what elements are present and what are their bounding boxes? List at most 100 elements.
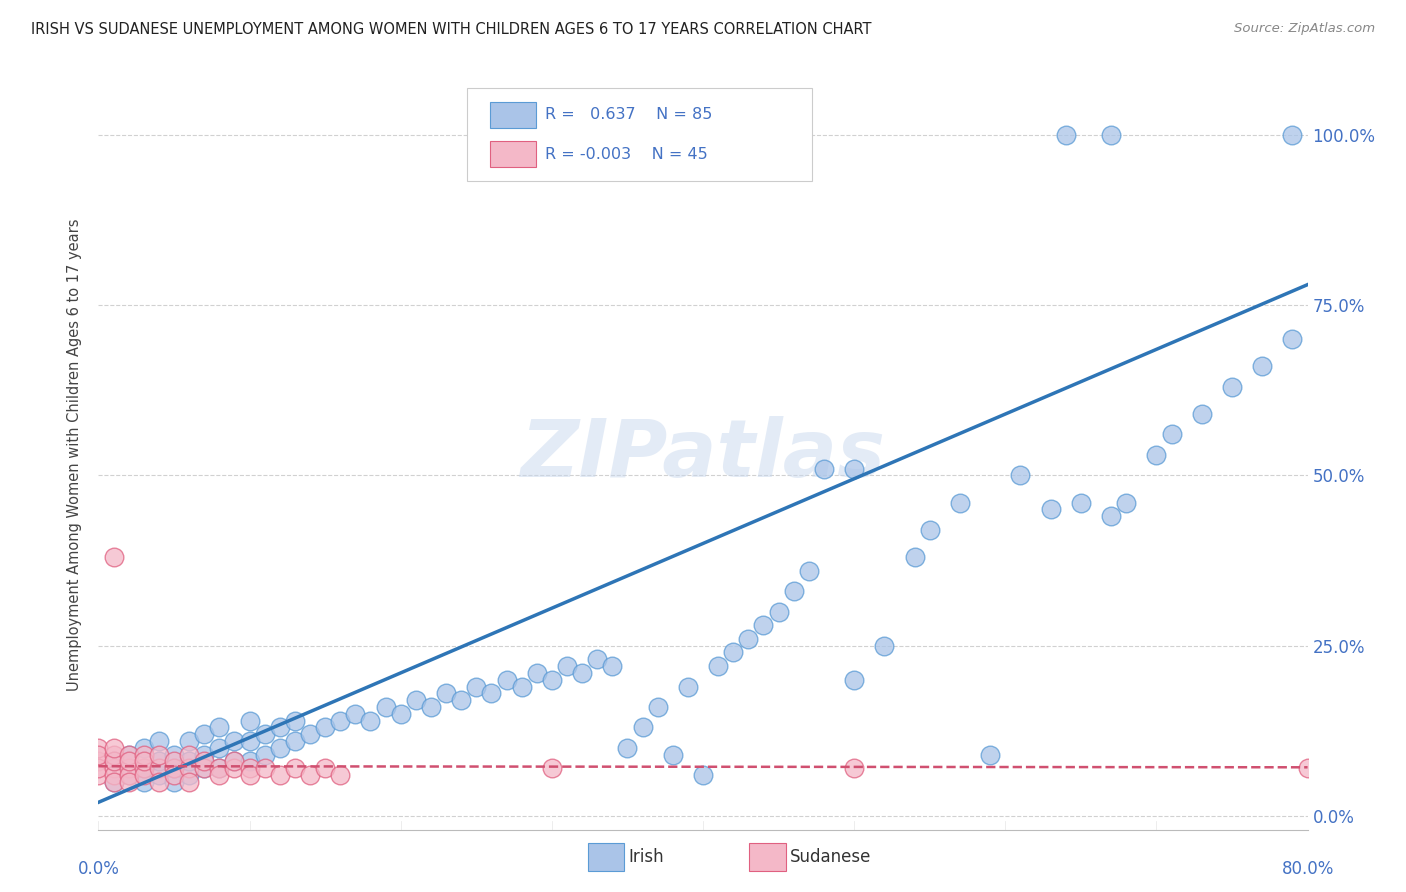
Point	[208, 761, 231, 775]
Point	[844, 761, 866, 775]
Point	[1010, 468, 1032, 483]
Point	[132, 768, 155, 782]
Point	[148, 775, 170, 789]
Point	[616, 740, 638, 755]
Text: R = -0.003    N = 45: R = -0.003 N = 45	[544, 146, 707, 161]
Point	[1281, 128, 1303, 142]
Point	[1251, 359, 1274, 374]
Point	[208, 720, 231, 734]
Point	[299, 768, 322, 782]
Point	[163, 775, 186, 789]
FancyBboxPatch shape	[467, 87, 811, 181]
Point	[904, 550, 927, 565]
Point	[179, 775, 201, 789]
Point	[540, 673, 562, 687]
Point	[1039, 502, 1062, 516]
Point	[555, 659, 578, 673]
Point	[481, 686, 503, 700]
Point	[239, 761, 262, 775]
Point	[224, 734, 246, 748]
Point	[118, 747, 141, 762]
Point	[844, 673, 866, 687]
Text: Sudanese: Sudanese	[790, 848, 872, 866]
Point	[434, 686, 457, 700]
Point	[239, 755, 262, 769]
Point	[193, 761, 215, 775]
Point	[239, 714, 262, 728]
Point	[314, 761, 336, 775]
Point	[193, 761, 215, 775]
Point	[465, 680, 488, 694]
Point	[103, 747, 125, 762]
Point	[389, 706, 412, 721]
Point	[148, 747, 170, 762]
Point	[495, 673, 517, 687]
Point	[103, 775, 125, 789]
Point	[571, 665, 593, 680]
Point	[314, 720, 336, 734]
FancyBboxPatch shape	[491, 141, 536, 167]
Text: R =   0.637    N = 85: R = 0.637 N = 85	[544, 107, 711, 122]
Point	[103, 755, 125, 769]
Point	[676, 680, 699, 694]
Point	[87, 740, 110, 755]
Point	[1115, 495, 1137, 509]
Point	[224, 755, 246, 769]
Point	[87, 761, 110, 775]
Point	[253, 761, 276, 775]
Point	[1054, 128, 1077, 142]
Text: Irish: Irish	[628, 848, 664, 866]
Point	[179, 747, 201, 762]
Point	[707, 659, 730, 673]
Point	[118, 747, 141, 762]
Text: 0.0%: 0.0%	[77, 860, 120, 878]
Point	[692, 768, 714, 782]
Point	[163, 768, 186, 782]
Point	[148, 768, 170, 782]
Point	[193, 755, 215, 769]
Point	[510, 680, 533, 694]
Point	[768, 605, 790, 619]
Point	[737, 632, 759, 646]
Point	[329, 714, 352, 728]
Point	[949, 495, 972, 509]
Point	[723, 645, 745, 659]
Point	[132, 755, 155, 769]
Text: Source: ZipAtlas.com: Source: ZipAtlas.com	[1234, 22, 1375, 36]
Point	[179, 734, 201, 748]
Point	[873, 639, 896, 653]
Point	[132, 747, 155, 762]
Point	[224, 755, 246, 769]
Point	[269, 740, 291, 755]
Point	[118, 768, 141, 782]
Point	[1191, 407, 1213, 421]
Point	[179, 755, 201, 769]
Point	[284, 714, 307, 728]
Point	[783, 584, 806, 599]
Point	[918, 523, 941, 537]
Point	[586, 652, 609, 666]
Point	[269, 768, 291, 782]
Point	[208, 768, 231, 782]
Point	[1296, 761, 1319, 775]
Point	[647, 700, 669, 714]
Point	[284, 761, 307, 775]
Point	[631, 720, 654, 734]
Point	[132, 761, 155, 775]
Point	[253, 747, 276, 762]
Point	[661, 747, 683, 762]
Point	[193, 747, 215, 762]
Point	[118, 755, 141, 769]
Point	[752, 618, 775, 632]
Point	[797, 564, 820, 578]
Point	[163, 755, 186, 769]
Text: 80.0%: 80.0%	[1281, 860, 1334, 878]
Point	[163, 747, 186, 762]
Y-axis label: Unemployment Among Women with Children Ages 6 to 17 years: Unemployment Among Women with Children A…	[67, 219, 83, 691]
Point	[148, 755, 170, 769]
Text: IRISH VS SUDANESE UNEMPLOYMENT AMONG WOMEN WITH CHILDREN AGES 6 TO 17 YEARS CORR: IRISH VS SUDANESE UNEMPLOYMENT AMONG WOM…	[31, 22, 872, 37]
Point	[1281, 332, 1303, 346]
Point	[420, 700, 443, 714]
Point	[103, 755, 125, 769]
Point	[103, 740, 125, 755]
